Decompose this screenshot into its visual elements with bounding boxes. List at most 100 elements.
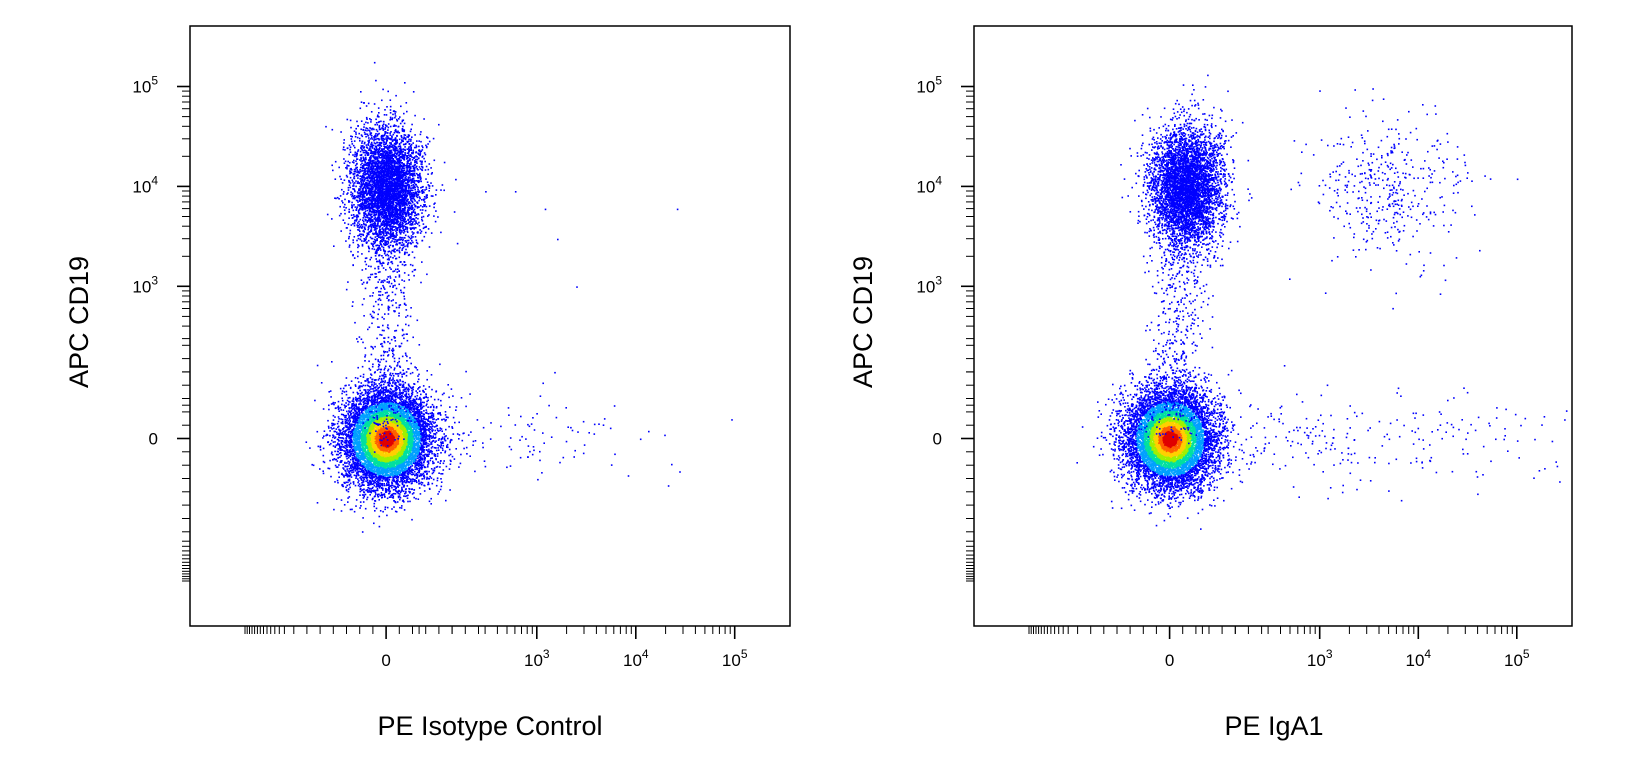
data-point <box>391 379 393 381</box>
data-point <box>395 373 397 375</box>
data-point <box>428 471 430 473</box>
data-point <box>444 436 446 438</box>
data-point <box>359 471 361 473</box>
data-point <box>389 496 391 498</box>
data-point <box>338 476 340 478</box>
data-point <box>399 358 401 360</box>
data-point <box>427 443 429 445</box>
data-point <box>341 484 343 486</box>
data-point <box>336 432 338 434</box>
data-point <box>422 458 424 460</box>
data-point <box>428 413 430 415</box>
data-point <box>322 470 324 472</box>
data-point <box>338 464 340 466</box>
data-point <box>342 429 344 431</box>
data-point <box>392 377 394 379</box>
data-point <box>331 425 333 427</box>
data-point <box>362 531 364 533</box>
data-point <box>447 384 449 386</box>
data-point <box>328 427 330 429</box>
data-point <box>443 469 445 471</box>
data-point <box>346 394 348 396</box>
data-point <box>394 380 396 382</box>
data-point <box>344 391 346 393</box>
data-point <box>353 461 355 463</box>
data-point <box>363 496 365 498</box>
data-point <box>346 377 348 379</box>
data-point <box>428 482 430 484</box>
data-point <box>437 453 439 455</box>
data-point <box>393 375 395 377</box>
data-point <box>346 485 348 487</box>
data-point <box>443 460 445 462</box>
data-point <box>440 489 442 491</box>
data-point <box>385 491 387 493</box>
data-point <box>342 437 344 439</box>
data-point <box>403 495 405 497</box>
data-point <box>397 501 399 503</box>
data-point <box>348 444 350 446</box>
data-point <box>415 474 417 476</box>
data-point <box>327 420 329 422</box>
data-point <box>407 478 409 480</box>
data-point <box>355 470 357 472</box>
data-point <box>342 390 344 392</box>
data-point <box>397 484 399 486</box>
data-point <box>430 498 432 500</box>
data-point <box>442 473 444 475</box>
data-point <box>426 403 428 405</box>
data-point <box>401 376 403 378</box>
data-point <box>411 519 413 521</box>
data-point <box>458 422 460 424</box>
data-point <box>341 398 343 400</box>
data-point <box>371 354 373 356</box>
data-point <box>469 455 471 457</box>
data-point <box>399 499 401 501</box>
data-point <box>370 480 372 482</box>
data-point <box>407 485 409 487</box>
data-point <box>407 495 409 497</box>
data-point <box>373 506 375 508</box>
data-point <box>436 432 438 434</box>
data-point <box>419 390 421 392</box>
data-point <box>342 444 344 446</box>
data-point <box>433 415 435 417</box>
data-point <box>351 380 353 382</box>
data-point <box>441 486 443 488</box>
data-point <box>344 447 346 449</box>
data-point <box>405 400 407 402</box>
data-point <box>449 489 451 491</box>
data-point <box>348 488 350 490</box>
data-point <box>428 449 430 451</box>
data-point <box>363 406 365 408</box>
data-point <box>437 428 439 430</box>
data-point <box>390 496 392 498</box>
data-point <box>358 480 360 482</box>
data-point <box>375 383 377 385</box>
data-point <box>329 460 331 462</box>
data-point <box>320 449 322 451</box>
data-point <box>345 474 347 476</box>
data-point <box>368 361 370 363</box>
data-point <box>360 404 362 406</box>
data-point <box>419 487 421 489</box>
data-point <box>340 452 342 454</box>
data-point <box>370 386 372 388</box>
data-point <box>346 462 348 464</box>
data-point <box>413 462 415 464</box>
data-point <box>403 396 405 398</box>
data-point <box>427 406 429 408</box>
data-point <box>363 484 365 486</box>
data-point <box>403 384 405 386</box>
data-point <box>424 459 426 461</box>
data-point <box>435 434 437 436</box>
data-point <box>445 414 447 416</box>
data-point <box>440 400 442 402</box>
data-point <box>361 386 363 388</box>
data-point <box>403 491 405 493</box>
data-point <box>337 482 339 484</box>
data-point <box>343 464 345 466</box>
data-point <box>442 449 444 451</box>
data-point <box>403 476 405 478</box>
data-point <box>423 414 425 416</box>
